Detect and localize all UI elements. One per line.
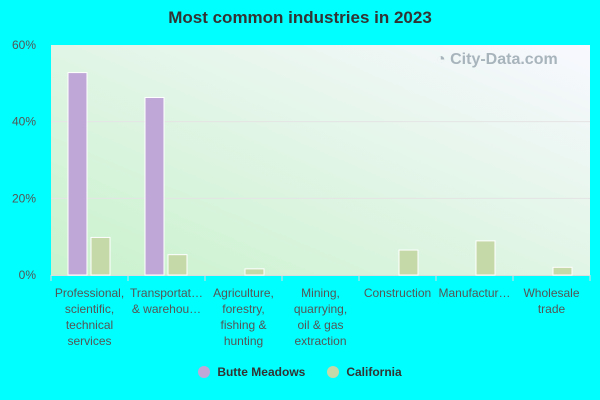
y-tick-label: 40% xyxy=(12,115,36,129)
bar-butte-meadows xyxy=(144,97,165,276)
x-category-label: Transportat… & warehou… xyxy=(130,286,203,316)
legend: Butte Meadows California xyxy=(0,365,600,379)
legend-swatch xyxy=(327,366,340,378)
x-category-label: Mining, quarrying, oil & gas extraction xyxy=(294,286,347,348)
bar-california xyxy=(475,240,496,276)
bar-california xyxy=(552,266,573,276)
x-category-label: Construction xyxy=(364,286,431,300)
x-category-label: Professional, scientific, technical service… xyxy=(55,286,124,348)
x-category-label: Wholesale trade xyxy=(523,286,579,316)
bar-california xyxy=(167,254,188,276)
legend-item: California xyxy=(327,365,402,379)
plot-area xyxy=(51,45,590,275)
bar-california xyxy=(90,236,111,276)
legend-swatch xyxy=(198,366,211,378)
legend-item: Butte Meadows xyxy=(198,365,305,379)
bar-butte-meadows xyxy=(67,72,88,276)
legend-label: California xyxy=(346,365,402,379)
watermark-logo: ◔ City-Data.com xyxy=(436,51,558,68)
y-tick-label: 20% xyxy=(12,191,36,205)
y-tick-label: 60% xyxy=(12,38,36,52)
x-category-label: Agriculture, forestry, fishing & hunting xyxy=(213,286,274,348)
bar-california xyxy=(398,249,419,276)
y-tick-label: 0% xyxy=(19,268,37,282)
bar-california xyxy=(244,268,265,276)
legend-label: Butte Meadows xyxy=(217,365,306,379)
x-category-label: Manufactur… xyxy=(438,286,510,300)
chart-title: Most common industries in 2023 xyxy=(168,8,432,27)
